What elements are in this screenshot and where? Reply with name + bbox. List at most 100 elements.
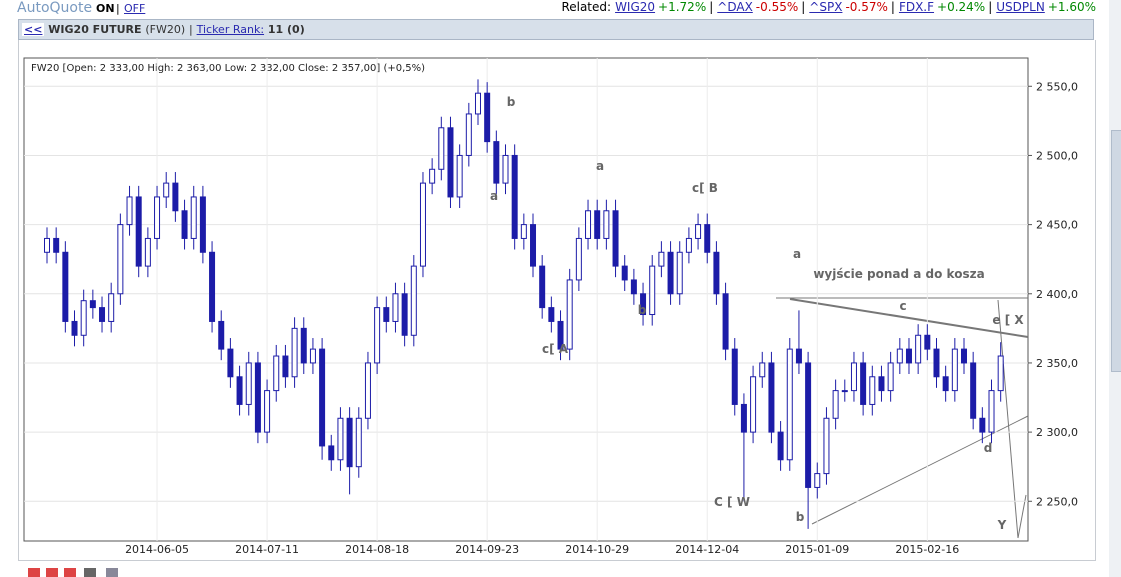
related: Related: WIG20 +1.72% | ^DAX -0.55% | ^SPX -0.57… xyxy=(561,0,1096,14)
y-tick-label: 2 250,0 xyxy=(1036,495,1078,508)
candle-body xyxy=(218,320,225,350)
wave-label: wyjście ponad a do kosza xyxy=(813,267,984,281)
candle-body xyxy=(282,355,289,378)
wave-label: C [ W xyxy=(714,495,750,509)
candle-body xyxy=(364,362,371,419)
separator: | xyxy=(189,23,193,36)
x-tick-label: 2014-07-11 xyxy=(235,543,299,556)
symbol: (FW20) xyxy=(145,23,186,36)
y-tick-label: 2 500,0 xyxy=(1036,149,1078,162)
candle-body xyxy=(99,307,106,322)
separator: | xyxy=(709,0,714,14)
candle-body xyxy=(319,348,326,447)
candle-body xyxy=(144,237,151,267)
icon[interactable] xyxy=(28,568,40,577)
candle-body xyxy=(795,348,802,364)
candle-body xyxy=(392,293,399,322)
candle-body xyxy=(970,362,977,419)
wave-label: a xyxy=(596,159,604,173)
candle-body xyxy=(456,154,463,198)
plot-frame xyxy=(23,57,1029,542)
frame xyxy=(18,40,1096,561)
related-link[interactable]: USDPLN xyxy=(996,0,1045,14)
candle-body xyxy=(585,210,592,239)
candle-body xyxy=(291,327,298,378)
icon[interactable] xyxy=(64,568,76,577)
info: FW20 [Open: 2 333,00 High: 2 363,00 Low:… xyxy=(31,63,425,74)
separator: | xyxy=(890,0,895,14)
separator: | xyxy=(988,0,993,14)
y-tick-label: 2 550,0 xyxy=(1036,80,1078,93)
related-link[interactable]: FDX.F xyxy=(898,0,935,14)
back-link[interactable]: << xyxy=(22,23,45,36)
trend-line xyxy=(1017,494,1027,539)
icon[interactable] xyxy=(106,568,118,577)
candle-body xyxy=(429,168,436,184)
wave-label: c[ B xyxy=(692,181,718,195)
chart: FW20 [Open: 2 333,00 High: 2 363,00 Low:… xyxy=(23,57,1078,556)
candle-body xyxy=(695,224,702,239)
candle-body xyxy=(493,141,500,184)
x-tick-label: 2015-01-09 xyxy=(785,543,849,556)
candle-body xyxy=(997,355,1004,392)
candle-body xyxy=(676,251,683,295)
candle-body xyxy=(621,265,628,281)
candle-body xyxy=(566,279,573,350)
candle-body xyxy=(62,251,69,322)
candle-body xyxy=(731,348,738,405)
wave-label: b xyxy=(796,510,805,524)
related-label: Related: xyxy=(561,0,612,14)
candle-body xyxy=(759,362,766,378)
candle-body xyxy=(594,210,601,239)
candle-body xyxy=(933,348,940,378)
candle-body xyxy=(768,362,775,433)
candle-body xyxy=(850,362,857,392)
candle-body xyxy=(777,431,784,461)
candle-body xyxy=(887,362,894,392)
rank-link[interactable]: Ticker Rank: xyxy=(196,23,265,36)
related-change: -0.57% xyxy=(845,0,888,14)
candle-body xyxy=(172,182,179,212)
x-tick-label: 2014-10-29 xyxy=(565,543,629,556)
candle-body xyxy=(841,390,848,393)
related-change: +0.24% xyxy=(937,0,986,14)
candle-body xyxy=(199,196,206,253)
wave-label: a xyxy=(490,189,498,203)
candle-body xyxy=(640,293,647,316)
candle-body xyxy=(896,348,903,364)
x-tick-label: 2014-12-04 xyxy=(675,543,739,556)
wave-label: b xyxy=(638,303,647,317)
candle-body xyxy=(337,417,344,461)
candle-body xyxy=(649,265,656,316)
trend-line xyxy=(789,298,1029,338)
related-change: +1.60% xyxy=(1047,0,1096,14)
icon[interactable] xyxy=(84,568,96,577)
related-link[interactable]: ^SPX xyxy=(809,0,843,14)
candle-body xyxy=(245,362,252,405)
trend-line xyxy=(997,299,1019,539)
candle-body xyxy=(53,237,60,253)
wave-label: Y xyxy=(997,518,1007,532)
candle-body xyxy=(328,445,335,461)
x-tick-label: 2014-09-23 xyxy=(455,543,519,556)
candle-body xyxy=(484,92,491,143)
candle-body xyxy=(740,403,747,433)
related-link[interactable]: WIG20 xyxy=(615,0,656,14)
candle-body xyxy=(557,320,564,350)
candle-body xyxy=(612,210,619,267)
candle-body xyxy=(80,300,87,336)
candle-body xyxy=(264,390,271,433)
candle-body xyxy=(704,224,711,253)
candle-body xyxy=(346,417,353,468)
candle-body xyxy=(273,355,280,392)
candle-body xyxy=(860,362,867,405)
candle-body xyxy=(511,154,518,239)
wave-label: a xyxy=(793,247,801,261)
related-link[interactable]: ^DAX xyxy=(717,0,753,14)
candle-body xyxy=(667,251,674,295)
scrollbar xyxy=(1109,0,1121,577)
off-link[interactable]: OFF xyxy=(124,2,146,15)
candle-body xyxy=(209,251,216,322)
icon[interactable] xyxy=(46,568,58,577)
candle-body xyxy=(383,307,390,322)
